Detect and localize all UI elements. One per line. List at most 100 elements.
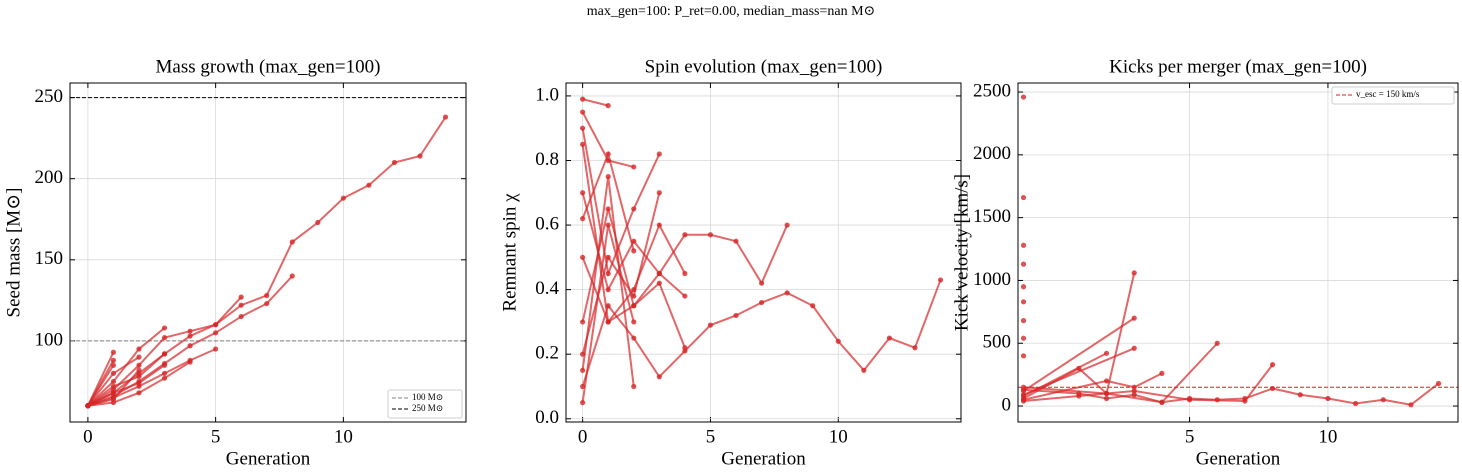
x-axis-label: Generation — [226, 448, 311, 469]
point — [136, 362, 142, 368]
point — [161, 335, 168, 341]
y-axis-label: Kick velocity [km/s] — [951, 174, 972, 331]
point — [213, 330, 219, 336]
point — [340, 195, 346, 201]
point — [110, 396, 117, 402]
x-axis-label: Generation — [721, 448, 806, 469]
point — [605, 222, 611, 228]
point — [605, 103, 611, 109]
point — [1131, 315, 1137, 321]
y-tick-label: 250 — [35, 86, 64, 107]
legend-label: 100 M⊙ — [412, 392, 443, 402]
point — [1076, 365, 1082, 371]
point — [1269, 385, 1276, 392]
point — [187, 343, 193, 349]
point — [912, 345, 918, 351]
point — [1020, 242, 1027, 248]
point — [605, 206, 611, 212]
point — [264, 300, 270, 307]
y-tick-label: 500 — [983, 332, 1012, 353]
y-tick-label: 2000 — [973, 143, 1011, 164]
point — [264, 292, 270, 299]
point — [682, 345, 688, 351]
point — [110, 383, 117, 389]
y-tick-label: 0.2 — [535, 343, 559, 364]
point — [1020, 299, 1027, 305]
panel-title: Kicks per merger (max_gen=100) — [1109, 56, 1367, 77]
point — [605, 270, 611, 277]
point — [161, 362, 168, 368]
point — [631, 335, 637, 341]
point — [605, 319, 611, 325]
point — [580, 319, 586, 325]
point — [1214, 340, 1220, 346]
x-tick-label: 10 — [829, 426, 848, 447]
point — [656, 190, 662, 196]
series-line — [87, 364, 115, 407]
y-tick-label: 1500 — [973, 206, 1011, 227]
point — [161, 351, 168, 357]
plot-frame — [565, 82, 962, 423]
x-axis-label: Generation — [1196, 448, 1281, 469]
point — [733, 312, 739, 319]
point — [238, 302, 244, 308]
point — [631, 319, 637, 325]
point — [1131, 345, 1137, 351]
y-tick-label: 1000 — [973, 269, 1011, 290]
y-tick-label: 100 — [35, 329, 64, 350]
point — [161, 370, 168, 376]
series-line — [581, 208, 686, 349]
y-tick-label: 0.4 — [535, 278, 559, 299]
point — [289, 239, 295, 245]
point — [110, 378, 117, 385]
point — [580, 190, 586, 196]
point — [1186, 397, 1193, 403]
y-tick-label: 0 — [1002, 394, 1012, 415]
series-line — [1023, 347, 1135, 396]
point — [1020, 392, 1027, 398]
point — [886, 335, 893, 341]
point — [110, 390, 117, 396]
series-line — [581, 128, 661, 278]
y-tick-label: 0.6 — [535, 213, 559, 234]
point — [656, 374, 662, 380]
point — [707, 322, 714, 328]
panel: Mass growth (max_gen=100) Generation Seed … — [3, 56, 467, 469]
point — [656, 222, 662, 228]
point — [580, 254, 586, 260]
point — [1020, 194, 1027, 201]
plot-frame — [69, 82, 467, 423]
point — [110, 370, 117, 376]
point — [1020, 318, 1027, 324]
point — [580, 125, 586, 131]
point — [682, 270, 688, 277]
y-axis-label: Remnant spin χ — [499, 193, 520, 312]
point — [1131, 270, 1137, 276]
panel: Kicks per merger (max_gen=100) Generation… — [951, 56, 1459, 469]
series-line — [87, 348, 217, 407]
y-tick-label: 200 — [35, 167, 64, 188]
point — [289, 273, 295, 279]
point — [1103, 350, 1110, 356]
point — [238, 294, 244, 300]
point — [187, 359, 193, 365]
point — [136, 373, 142, 380]
point — [784, 290, 790, 296]
point — [238, 313, 244, 320]
point — [110, 349, 117, 355]
point — [1103, 395, 1110, 402]
y-tick-label: 2500 — [973, 80, 1011, 101]
y-tick-label: 1.0 — [535, 84, 559, 105]
point — [1159, 370, 1165, 376]
point — [656, 270, 662, 277]
point — [631, 303, 637, 309]
point — [1020, 261, 1027, 267]
point — [1436, 380, 1442, 387]
point — [213, 346, 219, 352]
point — [1242, 398, 1248, 404]
legend-box — [387, 389, 463, 419]
point — [631, 164, 637, 170]
point — [366, 182, 372, 188]
point — [1020, 284, 1027, 290]
